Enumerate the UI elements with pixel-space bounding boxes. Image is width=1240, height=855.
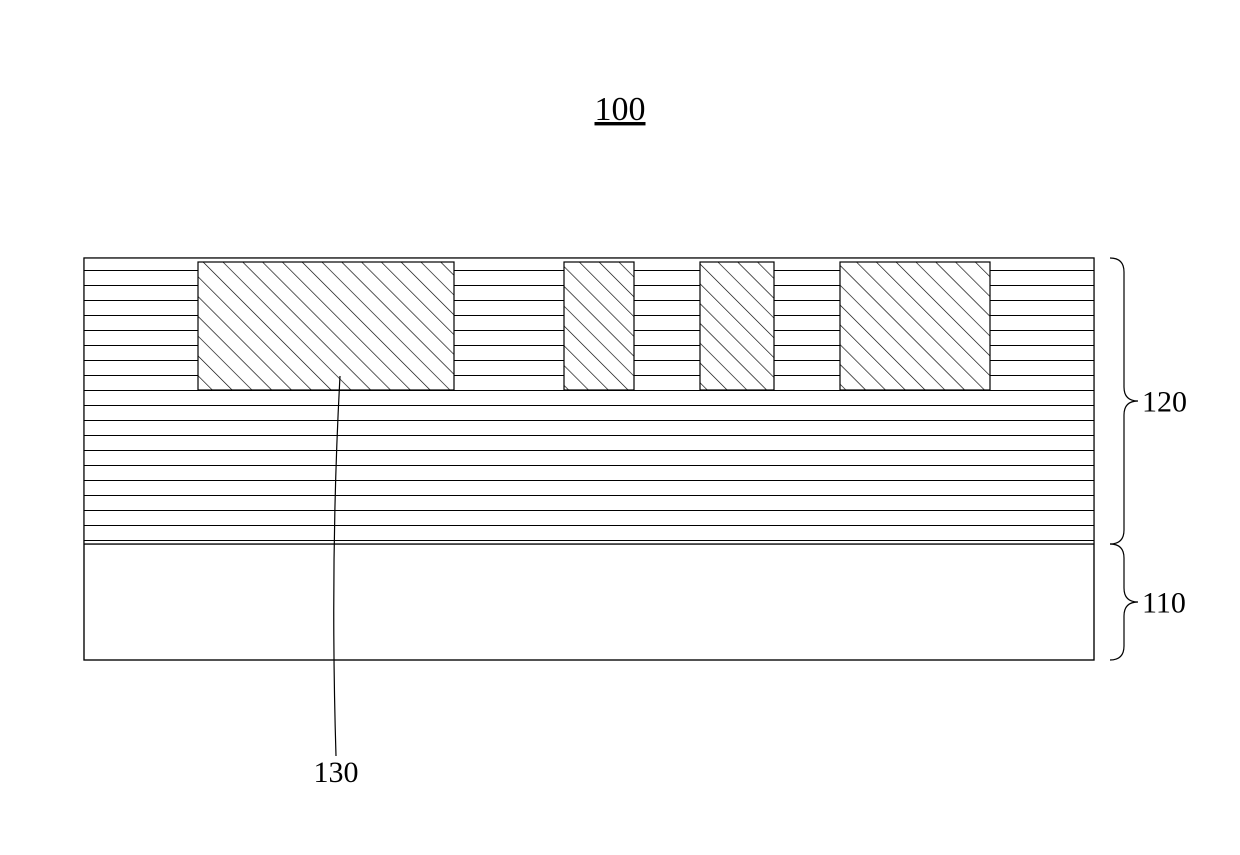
embedded-block-3 xyxy=(840,262,990,390)
embedded-block-2 xyxy=(700,262,774,390)
embedded-block-1 xyxy=(564,262,634,390)
ref-label-r110: 110 xyxy=(1142,587,1186,620)
ref-label-r120: 120 xyxy=(1142,386,1187,419)
bracket-r110 xyxy=(1110,544,1138,660)
figure-title: 100 xyxy=(595,91,646,128)
ref-label-r130: 130 xyxy=(314,756,359,789)
bracket-r120 xyxy=(1110,258,1138,544)
embedded-block-0 xyxy=(198,262,454,390)
